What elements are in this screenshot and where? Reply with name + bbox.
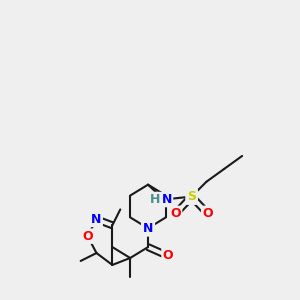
Text: N: N	[162, 193, 172, 206]
Text: O: O	[163, 248, 173, 262]
Text: O: O	[202, 207, 213, 220]
Text: N: N	[91, 213, 102, 226]
Text: O: O	[82, 230, 93, 243]
Text: H: H	[150, 193, 160, 206]
Text: N: N	[143, 222, 153, 235]
Text: O: O	[170, 207, 181, 220]
Text: S: S	[187, 190, 196, 203]
